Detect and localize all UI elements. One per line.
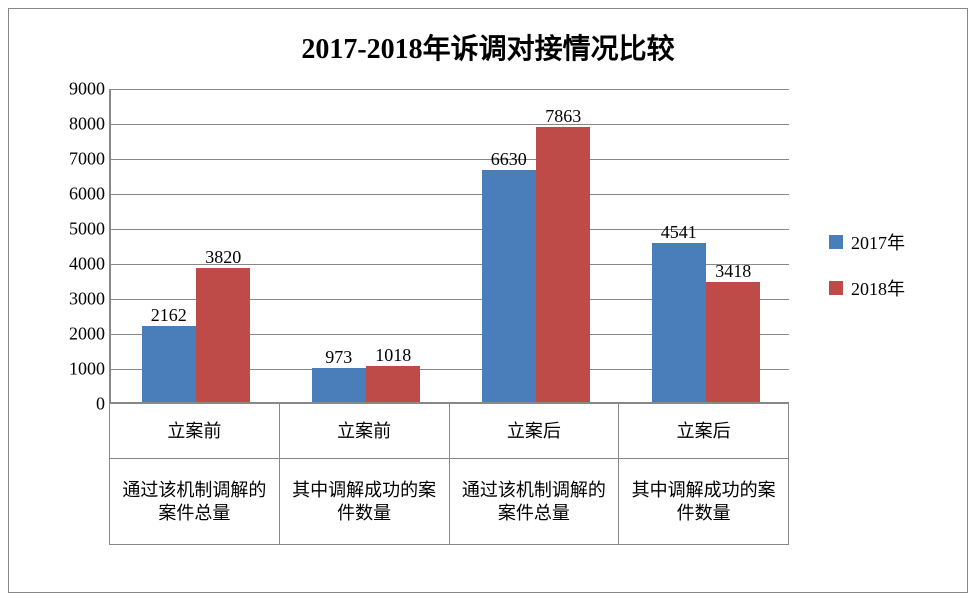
x-category-tier1: 立案后 (450, 404, 620, 458)
x-category-tier2: 其中调解成功的案件数量 (619, 459, 789, 544)
bar (196, 268, 250, 402)
chart-title: 2017-2018年诉调对接情况比较 (9, 27, 967, 67)
y-tick-label: 0 (96, 394, 105, 415)
x-tier-1: 立案前立案前立案后立案后 (109, 404, 789, 459)
legend-label: 2018年 (851, 275, 905, 301)
x-tier-2: 通过该机制调解的案件总量其中调解成功的案件数量通过该机制调解的案件总量其中调解成… (109, 459, 789, 545)
chart-container: 2017-2018年诉调对接情况比较 010002000300040005000… (8, 8, 968, 593)
y-tick-label: 3000 (69, 289, 105, 310)
x-category-tier2: 其中调解成功的案件数量 (280, 459, 450, 544)
x-category-tier1: 立案前 (280, 404, 450, 458)
y-tick-label: 2000 (69, 324, 105, 345)
x-category-tier2: 通过该机制调解的案件总量 (110, 459, 280, 544)
gridline (111, 159, 789, 160)
bar-value-label: 1018 (375, 345, 411, 366)
bar-value-label: 973 (325, 347, 352, 368)
bar-value-label: 4541 (661, 222, 697, 243)
x-category-tier1: 立案后 (619, 404, 789, 458)
bar (312, 368, 366, 402)
bar (536, 127, 590, 402)
y-tick-label: 1000 (69, 359, 105, 380)
legend-item: 2018年 (829, 275, 905, 301)
plot-area: 0100020003000400050006000700080009000216… (109, 89, 789, 404)
x-category-tier1: 立案前 (110, 404, 280, 458)
y-tick-label: 5000 (69, 219, 105, 240)
y-tick-label: 4000 (69, 254, 105, 275)
y-tick-label: 6000 (69, 184, 105, 205)
x-category-tier2: 通过该机制调解的案件总量 (450, 459, 620, 544)
gridline (111, 124, 789, 125)
legend-swatch (829, 281, 843, 295)
gridline (111, 89, 789, 90)
x-axis: 立案前立案前立案后立案后通过该机制调解的案件总量其中调解成功的案件数量通过该机制… (109, 404, 789, 545)
bar-value-label: 3418 (715, 261, 751, 282)
bar (142, 326, 196, 402)
legend-item: 2017年 (829, 229, 905, 255)
legend-swatch (829, 235, 843, 249)
bar-value-label: 3820 (205, 247, 241, 268)
legend-label: 2017年 (851, 229, 905, 255)
y-tick-label: 7000 (69, 149, 105, 170)
bar (482, 170, 536, 402)
bar (652, 243, 706, 402)
y-tick-label: 8000 (69, 114, 105, 135)
legend: 2017年 2018年 (829, 209, 905, 321)
bar (706, 282, 760, 402)
bar (366, 366, 420, 402)
bar-value-label: 6630 (491, 149, 527, 170)
gridline (111, 194, 789, 195)
y-tick-label: 9000 (69, 79, 105, 100)
bar-value-label: 2162 (151, 305, 187, 326)
bar-value-label: 7863 (545, 106, 581, 127)
